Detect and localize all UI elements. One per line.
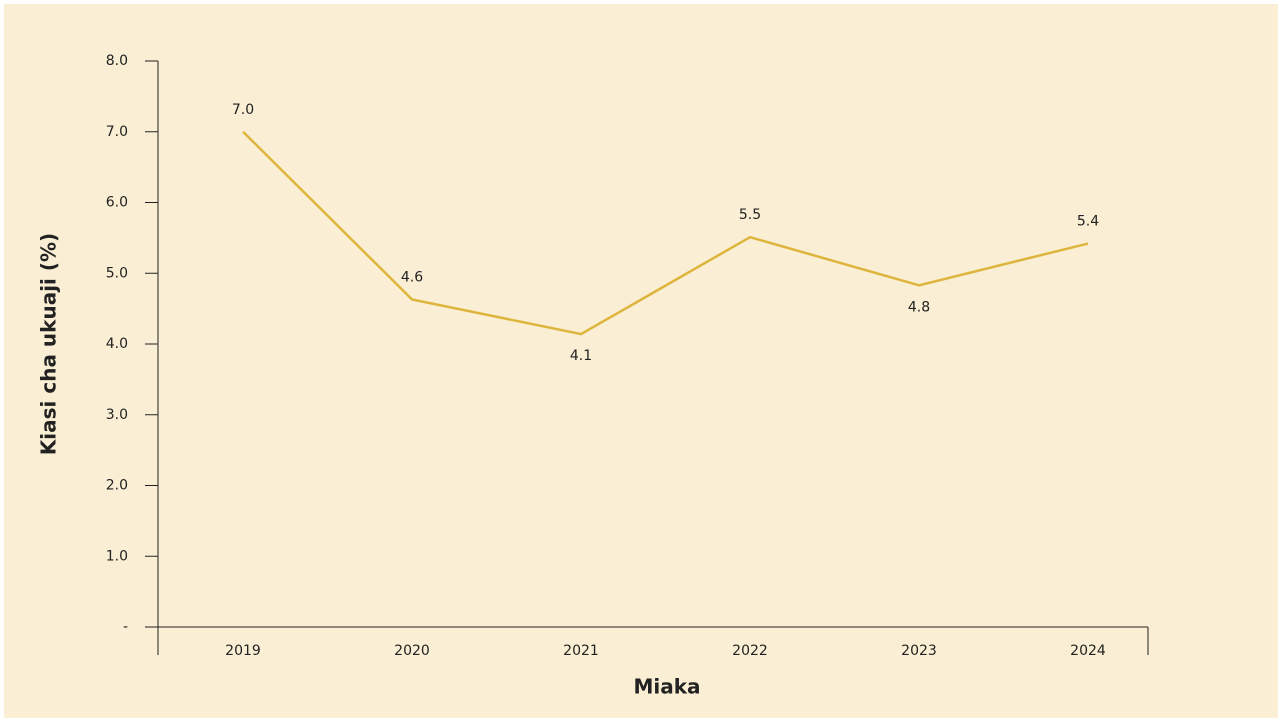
data-label: 5.5 [739,207,761,223]
y-tick-label: 2.0 [106,478,128,494]
data-label: 7.0 [232,102,254,118]
x-tick-label: 2023 [901,643,937,659]
y-tick-label: 6.0 [106,195,128,211]
y-tick-label: 4.0 [106,336,128,352]
x-tick-label: 2019 [225,643,261,659]
y-axis-title: Kiasi cha ukuaji (%) [37,233,61,455]
y-tick-label: 5.0 [106,265,128,281]
background [4,4,1278,718]
data-label: 4.6 [401,269,423,285]
y-tick-label: 3.0 [106,407,128,423]
data-label: 4.8 [908,299,930,315]
data-label: 5.4 [1077,214,1099,230]
data-label: 4.1 [570,348,592,364]
y-tick-label: 7.0 [106,124,128,140]
x-tick-label: 2020 [394,643,430,659]
y-tick-label: - [123,619,128,635]
x-tick-label: 2024 [1070,643,1106,659]
line [242,130,1089,336]
y-tick-label: 1.0 [106,548,128,564]
x-axis-title: Miaka [633,675,700,699]
x-tick-label: 2021 [563,643,599,659]
y-tick-label: 8.0 [106,53,128,69]
x-tick-label: 2022 [732,643,768,659]
